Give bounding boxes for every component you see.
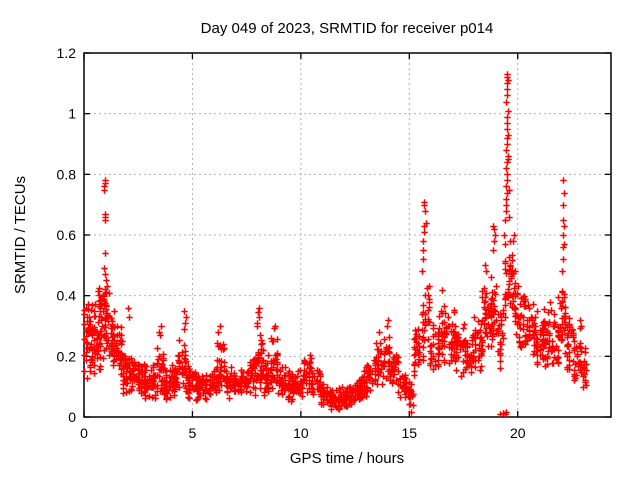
x-tick-label: 10 — [293, 425, 309, 441]
grid-lines — [84, 53, 611, 417]
x-tick-label: 5 — [189, 425, 197, 441]
x-tick-label: 15 — [402, 425, 418, 441]
x-tick-label: 20 — [510, 425, 526, 441]
x-tick-label: 0 — [80, 425, 88, 441]
y-tick-label: 0.6 — [57, 227, 77, 243]
tick-labels: 0 5 10 15 20 0 0.2 0.4 0.6 0.8 1 1.2 — [57, 45, 526, 441]
y-axis-label: SRMTID / TECUs — [12, 176, 29, 294]
y-tick-label: 0.4 — [57, 288, 77, 304]
y-tick-label: 0.2 — [57, 348, 77, 364]
y-tick-label: 0 — [68, 409, 76, 425]
x-axis-label: GPS time / hours — [290, 450, 404, 467]
y-tick-label: 1.2 — [57, 45, 77, 61]
y-tick-label: 0.8 — [57, 166, 77, 182]
chart-title: Day 049 of 2023, SRMTID for receiver p01… — [201, 20, 494, 37]
scatter-points — [81, 71, 590, 418]
axis-ticks — [83, 52, 611, 418]
y-tick-label: 1 — [68, 106, 76, 122]
data-point-markers — [81, 71, 590, 418]
